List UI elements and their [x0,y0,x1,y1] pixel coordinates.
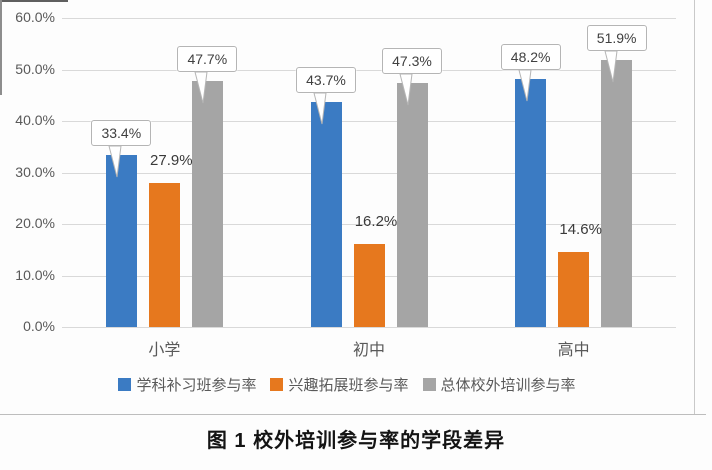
gridline [62,18,676,19]
callout-pointer [310,92,334,126]
gridline [62,69,676,71]
chart-frame-bottom-border [0,414,706,415]
callout-pointer [105,145,129,179]
callout-pointer [601,50,625,84]
y-tick-label: 0.0% [23,318,55,334]
bar-1-2 [558,251,590,327]
x-category-label: 高中 [557,342,590,359]
data-callout: 43.7% [296,66,356,93]
legend-label: 总体校外培训参与率 [440,377,576,394]
bar-1-1 [353,243,385,327]
gridline [62,224,676,225]
y-tick-label: 40.0% [15,112,55,128]
data-callout: 51.9% [586,24,647,51]
bar-2-2 [601,59,633,327]
legend-label: 学科补习班参与率 [136,377,257,394]
bar-2-0 [191,81,223,327]
legend-swatch-icon [270,378,284,391]
bar-0-2 [515,78,547,327]
bar-2-1 [396,83,428,327]
chart-frame-right-border [694,0,695,415]
x-category-label: 初中 [352,342,385,359]
y-tick-label: 50.0% [15,60,55,77]
bar-0-0 [105,154,137,327]
data-callout: 33.4% [91,119,152,146]
plot-area: 0.0% 10.0% 20.0% 30.0% 40.0% 50.0% 60.0% 小学 初中 高中… [15,9,676,359]
crop-artifact-left-line [0,0,2,95]
figure-caption: 图 1 校外培训参与率的学段差异 [206,430,506,452]
legend: 学科补习班参与率 兴趣拓展班参与率 总体校外培训参与率 [0,374,694,395]
data-label: 27.9% [150,152,193,170]
bar-1-0 [148,183,180,327]
legend-item-2: 总体校外培训参与率 [422,374,576,395]
legend-swatch-icon [118,378,132,391]
data-callout: 47.7% [177,46,238,73]
data-label: 16.2% [354,212,398,230]
y-tick-label: 60.0% [15,9,55,25]
y-tick-label: 10.0% [15,266,55,283]
data-callout: 48.2% [500,43,561,70]
crop-artifact-top-line [2,0,68,2]
y-tick-label: 20.0% [15,215,55,231]
bar-0-1 [310,101,342,327]
callout-pointer [396,73,420,107]
x-category-label: 小学 [148,342,181,359]
gridline [62,121,676,122]
data-label: 14.6% [559,220,602,238]
legend-label: 兴趣拓展班参与率 [288,377,409,394]
callout-pointer [191,71,215,105]
legend-swatch-icon [422,378,436,391]
data-callout: 47.3% [382,48,442,75]
legend-item-1: 兴趣拓展班参与率 [270,374,409,395]
callout-pointer [515,69,539,103]
gridline [62,172,676,174]
y-tick-label: 30.0% [15,163,55,180]
gridline [62,327,676,328]
legend-item-0: 学科补习班参与率 [118,374,256,395]
